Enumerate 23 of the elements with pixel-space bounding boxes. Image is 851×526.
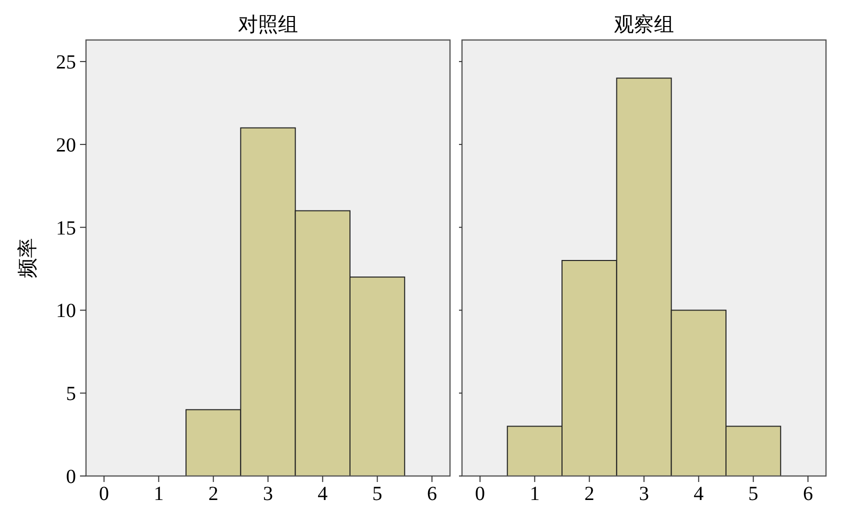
x-tick-label: 6 bbox=[426, 483, 437, 505]
x-tick-label: 0 bbox=[475, 483, 486, 505]
y-tick-label: 25 bbox=[56, 52, 76, 74]
x-tick-label: 3 bbox=[639, 483, 649, 505]
x-tick-label: 4 bbox=[318, 483, 328, 505]
x-tick-label: 5 bbox=[372, 483, 382, 505]
x-tick-label: 3 bbox=[263, 483, 273, 505]
x-tick-label: 0 bbox=[99, 483, 110, 505]
x-tick-label: 1 bbox=[154, 483, 164, 505]
x-tick-label: 6 bbox=[802, 483, 813, 505]
x-tick-label: 5 bbox=[748, 483, 758, 505]
y-axis-title: 频率 bbox=[17, 238, 39, 278]
y-tick-label: 10 bbox=[56, 300, 76, 322]
x-tick-label: 1 bbox=[530, 483, 540, 505]
y-tick-label: 15 bbox=[56, 217, 76, 240]
y-tick-label: 5 bbox=[66, 383, 76, 406]
x-tick-label: 2 bbox=[584, 483, 594, 505]
x-tick-label: 4 bbox=[694, 483, 704, 505]
y-tick-label: 0 bbox=[66, 466, 76, 488]
chart-title: 观察组 bbox=[614, 14, 674, 36]
x-tick-label: 2 bbox=[208, 483, 218, 505]
chart-title: 对照组 bbox=[238, 14, 298, 36]
y-tick-label: 20 bbox=[56, 134, 76, 156]
